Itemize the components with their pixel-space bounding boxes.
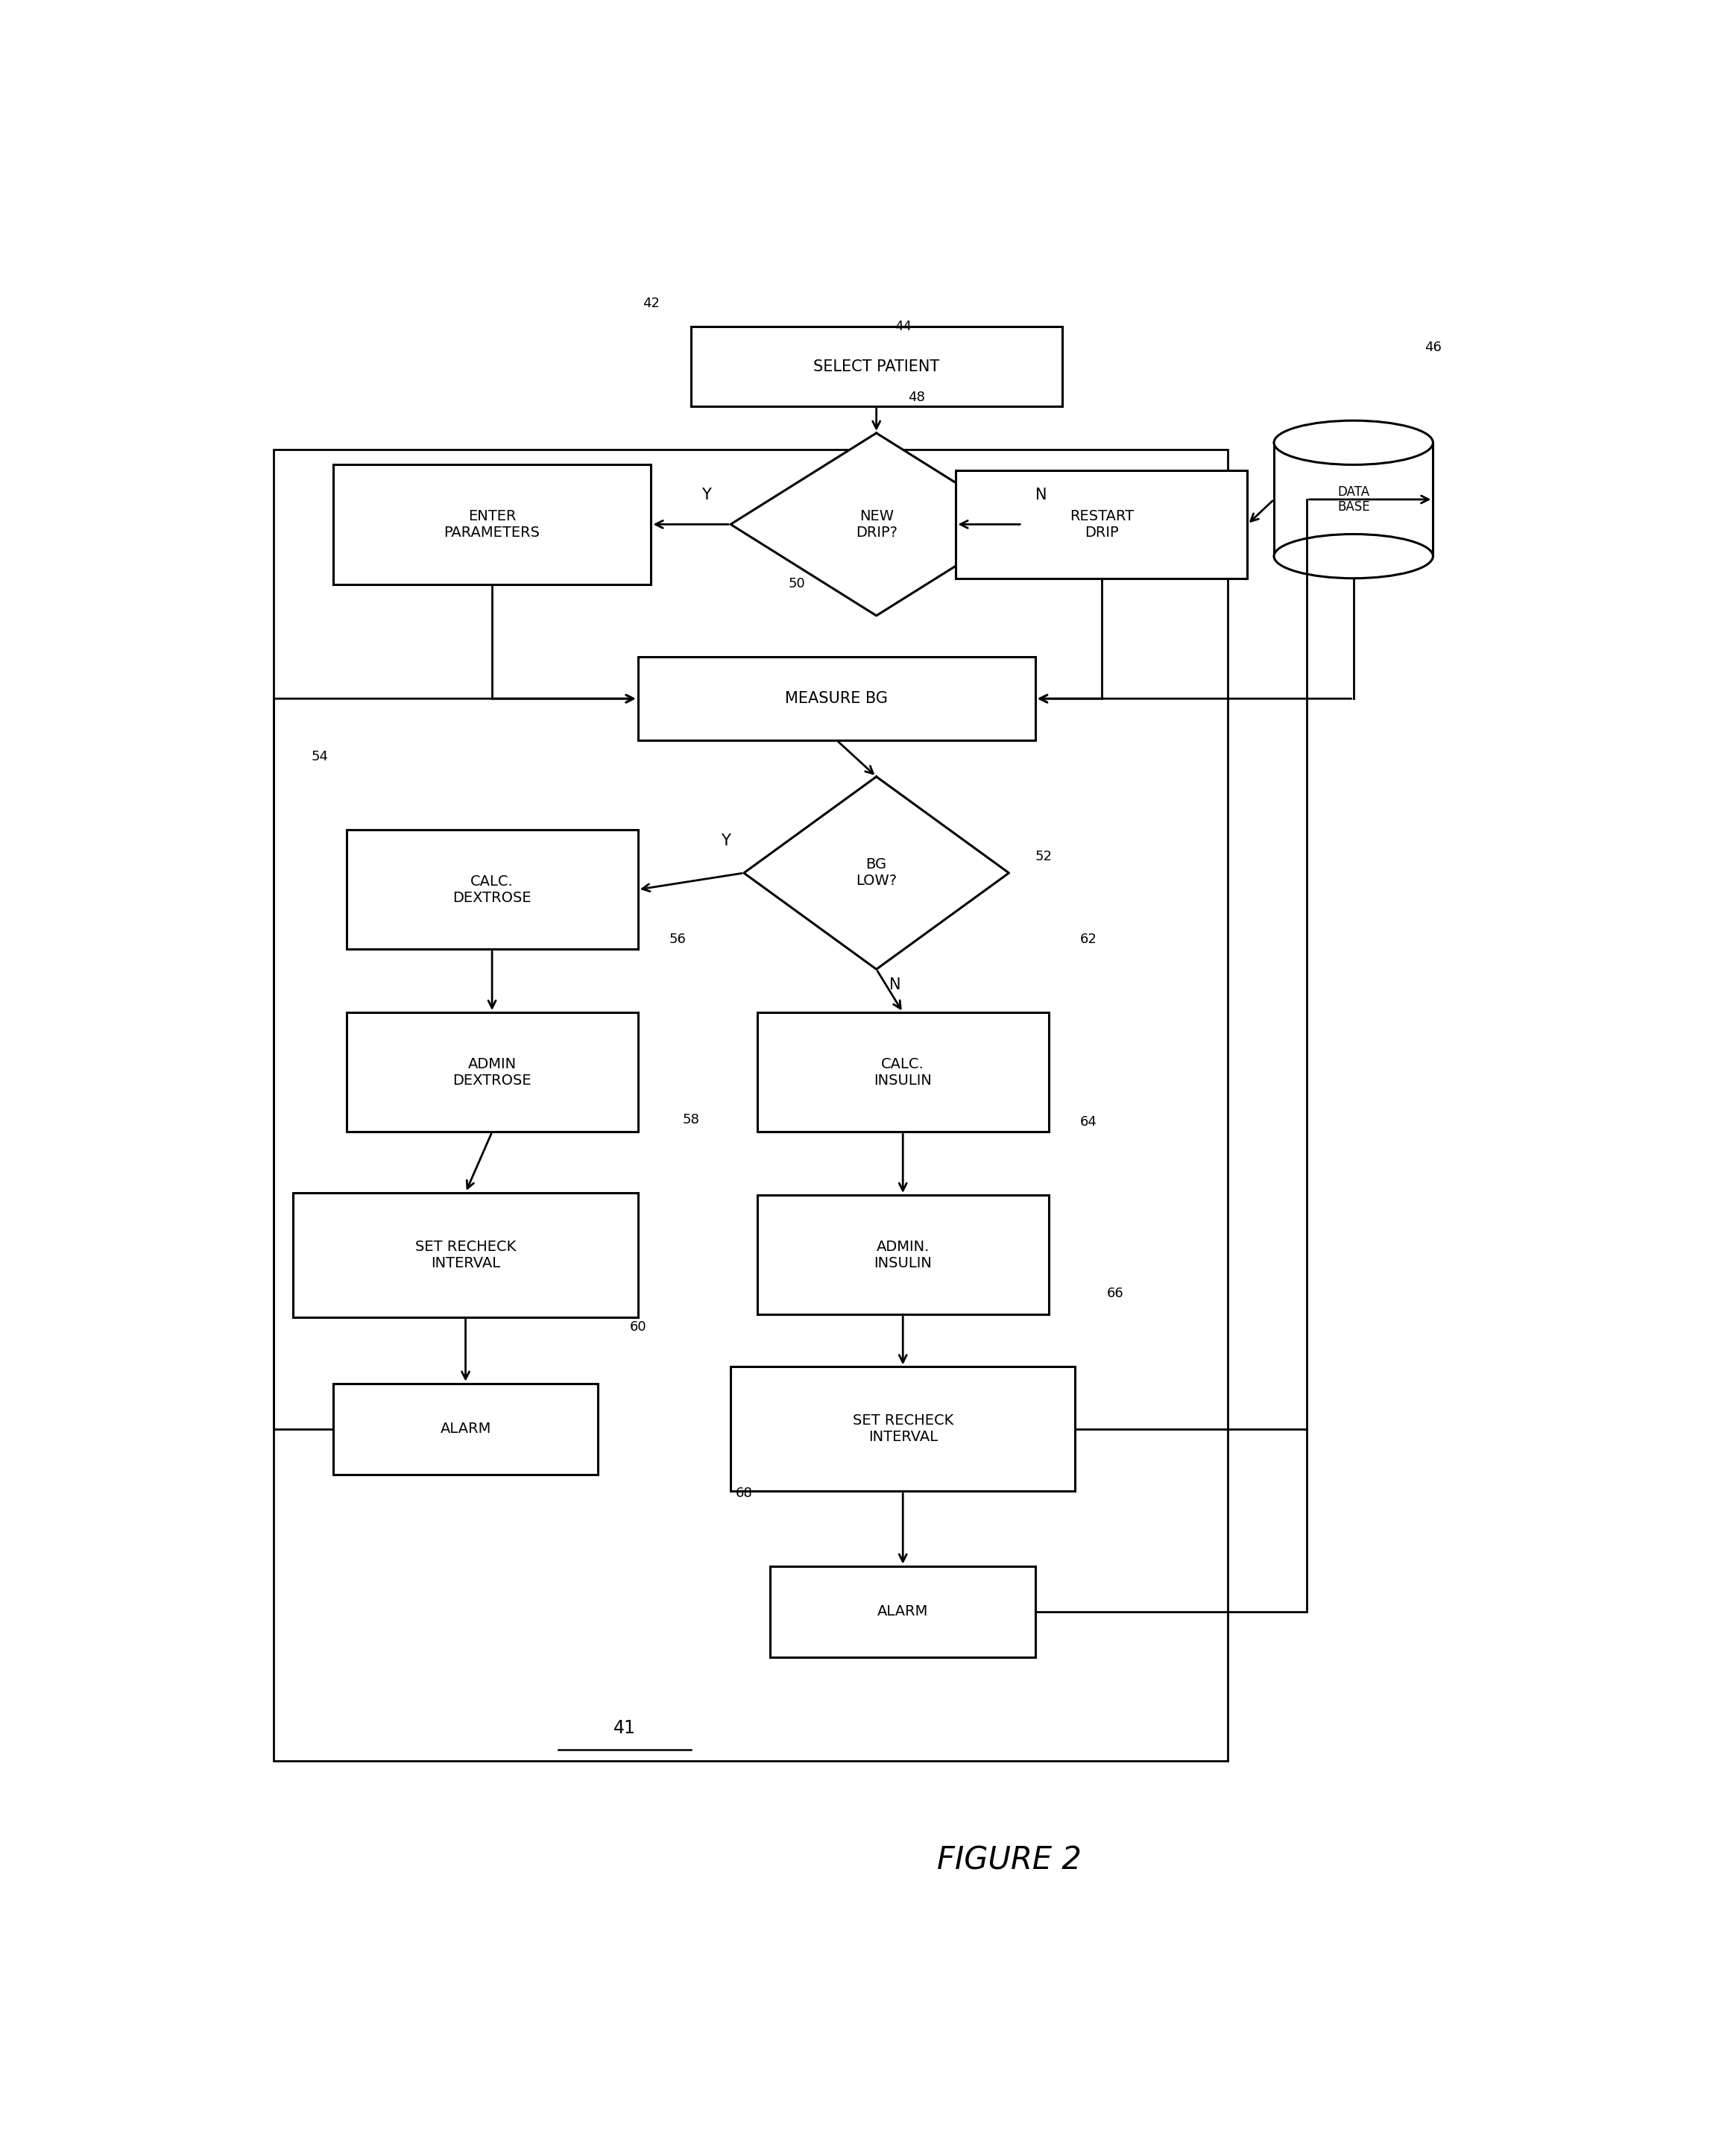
Text: 60: 60: [629, 1319, 646, 1335]
Bar: [345, 1013, 638, 1132]
Bar: [771, 1565, 1036, 1658]
Bar: [294, 1192, 638, 1317]
Text: Y: Y: [722, 832, 730, 847]
Text: 52: 52: [1035, 849, 1053, 862]
Text: 48: 48: [908, 390, 925, 403]
Text: ADMIN
DEXTROSE: ADMIN DEXTROSE: [453, 1056, 532, 1087]
Text: CALC.
DEXTROSE: CALC. DEXTROSE: [453, 875, 532, 906]
Text: ALARM: ALARM: [439, 1423, 491, 1436]
Bar: [691, 328, 1062, 407]
Text: MEASURE BG: MEASURE BG: [785, 692, 887, 707]
Text: SET RECHECK
INTERVAL: SET RECHECK INTERVAL: [416, 1240, 516, 1270]
Bar: [345, 830, 638, 949]
Text: DATA
BASE: DATA BASE: [1337, 485, 1370, 513]
Text: SELECT PATIENT: SELECT PATIENT: [814, 360, 939, 375]
Text: 58: 58: [682, 1112, 699, 1125]
Text: N: N: [1035, 487, 1047, 502]
Text: 46: 46: [1424, 341, 1442, 354]
Text: NEW
DRIP?: NEW DRIP?: [855, 509, 898, 539]
Text: 41: 41: [614, 1718, 636, 1738]
Text: 64: 64: [1081, 1115, 1096, 1128]
Bar: [730, 1367, 1076, 1492]
Text: SET RECHECK
INTERVAL: SET RECHECK INTERVAL: [853, 1414, 952, 1445]
Text: RESTART
DRIP: RESTART DRIP: [1069, 509, 1134, 539]
Text: 68: 68: [735, 1485, 752, 1501]
Text: ALARM: ALARM: [877, 1604, 929, 1619]
Text: 44: 44: [894, 319, 911, 334]
Text: N: N: [889, 977, 901, 992]
Bar: [333, 464, 652, 584]
Text: 62: 62: [1081, 934, 1096, 946]
Text: 54: 54: [311, 750, 328, 763]
Text: 66: 66: [1106, 1287, 1123, 1300]
Polygon shape: [744, 776, 1009, 970]
Text: BG
LOW?: BG LOW?: [855, 858, 898, 888]
Ellipse shape: [1274, 420, 1433, 466]
Bar: [333, 1384, 598, 1475]
Text: FIGURE 2: FIGURE 2: [937, 1846, 1081, 1876]
Text: 42: 42: [643, 298, 660, 310]
Ellipse shape: [1274, 535, 1433, 578]
Bar: [758, 1013, 1048, 1132]
Text: ENTER
PARAMETERS: ENTER PARAMETERS: [445, 509, 540, 539]
Bar: [758, 1194, 1048, 1315]
Bar: [956, 470, 1248, 578]
Text: 50: 50: [788, 578, 805, 591]
Text: ADMIN.
INSULIN: ADMIN. INSULIN: [874, 1240, 932, 1270]
Text: Y: Y: [701, 487, 711, 502]
Bar: [274, 451, 1228, 1761]
Polygon shape: [730, 433, 1023, 617]
Bar: [638, 658, 1035, 740]
Text: CALC.
INSULIN: CALC. INSULIN: [874, 1056, 932, 1087]
Text: 56: 56: [669, 934, 686, 946]
